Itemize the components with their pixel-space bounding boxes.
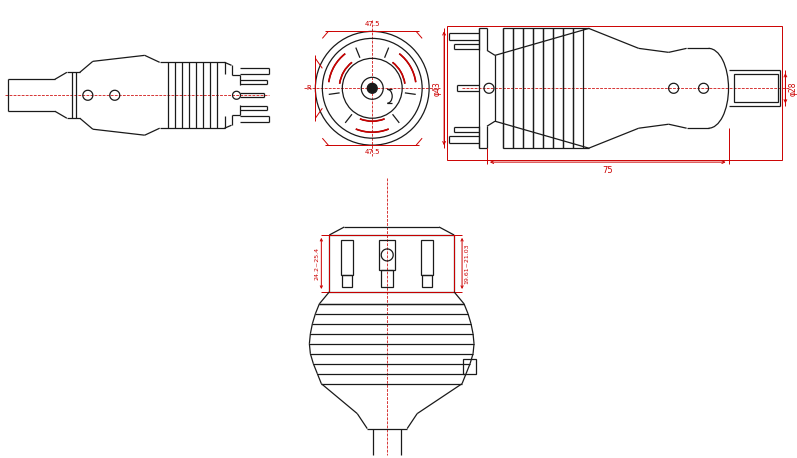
Text: R: R [307,85,312,91]
Bar [381,270,393,287]
Bar [329,235,454,292]
Text: 19.61~21.03: 19.61~21.03 [464,243,469,284]
Text: 24.2~25.4: 24.2~25.4 [314,247,320,280]
Ellipse shape [367,83,377,93]
Text: 75: 75 [603,166,613,175]
Text: φ43: φ43 [433,81,442,96]
Bar [379,240,395,270]
Bar [422,275,432,287]
Text: 47.5: 47.5 [364,149,380,155]
Bar [341,240,353,275]
Bar [329,235,454,292]
Bar [342,275,352,287]
Bar [447,27,783,160]
Text: φ28: φ28 [788,81,797,96]
Text: 47.5: 47.5 [364,22,380,27]
Bar [463,359,476,374]
Bar [733,74,779,102]
Bar [421,240,433,275]
